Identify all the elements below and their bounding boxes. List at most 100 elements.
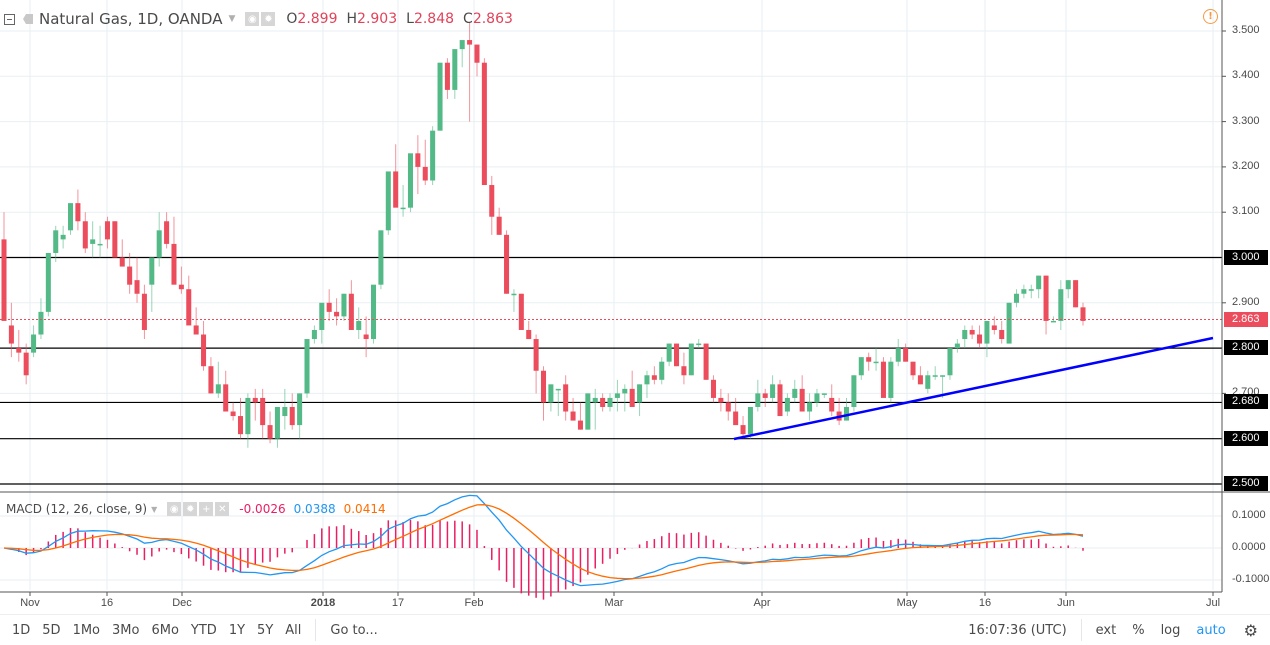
goto-button[interactable]: Go to... [330, 622, 378, 638]
bottom-toolbar: 1D 5D 1Mo 3Mo 6Mo YTD 1Y 5Y All Go to...… [0, 614, 1270, 645]
candle-body [799, 388, 805, 412]
candle-body [954, 343, 960, 349]
candle-body [104, 221, 110, 240]
candle-body [31, 334, 37, 353]
chevron-down-icon[interactable]: ▼ [151, 504, 158, 514]
candle-body [319, 302, 325, 330]
time-tick-label: Feb [464, 597, 484, 609]
price-tick-label: 3.500 [1232, 24, 1260, 36]
candle-body [178, 284, 184, 290]
alert-icon[interactable]: ! [1203, 9, 1218, 24]
candle-body [637, 384, 643, 403]
macd-histogram-value: -0.0026 [239, 502, 286, 516]
candle-body [555, 388, 561, 391]
range-5d[interactable]: 5D [42, 622, 61, 638]
settings-gear-icon[interactable]: ⚙ [1243, 620, 1258, 640]
range-6mo[interactable]: 6Mo [151, 622, 179, 638]
symbol-title[interactable]: Natural Gas, 1D, OANDA [39, 10, 223, 28]
candle-body [984, 320, 990, 344]
candle-body [858, 357, 864, 376]
candle-body [1006, 302, 1012, 344]
candle-body [1073, 280, 1079, 308]
candle-body [1050, 320, 1056, 323]
candle-body [38, 311, 44, 335]
ext-toggle[interactable]: ext [1095, 622, 1117, 638]
eye-icon[interactable]: ◉ [245, 12, 260, 26]
log-toggle[interactable]: log [1160, 622, 1181, 638]
candle-body [999, 329, 1005, 340]
plus-icon[interactable]: + [199, 502, 214, 516]
candle-body [681, 366, 687, 376]
candle-body [378, 230, 384, 285]
candle-body [688, 343, 694, 376]
candle-body [659, 361, 665, 380]
candle-body [245, 397, 251, 435]
candle-body [467, 40, 473, 45]
candle-body [134, 280, 140, 294]
close-label: C [463, 11, 473, 27]
candle-body [127, 266, 133, 285]
candle-body [910, 361, 916, 376]
eye-icon[interactable]: ◉ [167, 502, 182, 516]
gear-icon[interactable]: ✹ [261, 12, 276, 26]
candle-body [666, 343, 672, 362]
time-tick-label: Jun [1057, 597, 1075, 609]
candle-body [8, 325, 14, 344]
level-price-tag: 2.600 [1224, 430, 1268, 446]
close-icon[interactable]: ✕ [215, 502, 230, 516]
candle-body [304, 339, 310, 394]
time-tick-label: Apr [753, 597, 771, 609]
utc-clock[interactable]: 16:07:36 (UTC) [968, 622, 1067, 638]
macd-tick-label: 0.0000 [1232, 541, 1266, 553]
candle-body [385, 171, 391, 231]
time-tick-label: Mar [604, 597, 624, 609]
time-tick-label: 16 [100, 597, 114, 609]
symbol-flag-icon [23, 14, 33, 24]
candle-body [289, 406, 295, 426]
candle-body [504, 234, 510, 294]
gear-icon[interactable]: ✹ [183, 502, 198, 516]
level-price-tag: 2.800 [1224, 340, 1268, 356]
range-5y[interactable]: 5Y [257, 622, 274, 638]
symbol-legend: Natural Gas, 1D, OANDA ▼ ◉ ✹ O 2.899 H 2.9… [4, 8, 513, 30]
candle-body [577, 420, 583, 430]
candle-body [770, 384, 776, 398]
candle-body [474, 44, 480, 63]
candle-body [1, 239, 7, 321]
candle-body [807, 402, 813, 412]
macd-title[interactable]: MACD (12, 26, close, 9) [6, 502, 148, 516]
open-value: 2.899 [297, 11, 338, 27]
range-1d[interactable]: 1D [12, 622, 31, 638]
range-1mo[interactable]: 1Mo [72, 622, 101, 638]
price-tick-label: 3.100 [1232, 205, 1260, 218]
candle-body [489, 185, 495, 217]
collapse-icon[interactable] [4, 13, 15, 25]
candle-body [880, 361, 886, 398]
auto-toggle[interactable]: auto [1196, 622, 1226, 638]
candle-body [843, 406, 850, 421]
candle-body [400, 207, 406, 210]
candle-body [629, 388, 635, 407]
close-value: 2.863 [472, 11, 513, 27]
time-tick-label: Dec [172, 597, 192, 609]
time-tick-label: 16 [978, 597, 992, 609]
candle-body [415, 153, 421, 167]
candle-body [1021, 289, 1027, 294]
range-all[interactable]: All [285, 622, 302, 638]
range-1y[interactable]: 1Y [228, 622, 246, 638]
percent-toggle[interactable]: % [1132, 622, 1145, 638]
price-tick-label: 3.400 [1232, 69, 1260, 82]
candle-body [592, 397, 598, 403]
candle-body [755, 393, 761, 407]
range-3mo[interactable]: 3Mo [112, 622, 140, 638]
macd-tick-label: 0.1000 [1232, 509, 1266, 521]
candle-body [511, 293, 517, 296]
candle-body [68, 203, 74, 231]
macd-line-value: 0.0388 [293, 502, 336, 516]
price-tick-label: 3.300 [1232, 114, 1260, 127]
range-ytd[interactable]: YTD [190, 622, 217, 638]
low-value: 2.848 [413, 11, 455, 27]
candle-body [674, 343, 680, 367]
chevron-down-icon[interactable]: ▼ [228, 14, 236, 24]
